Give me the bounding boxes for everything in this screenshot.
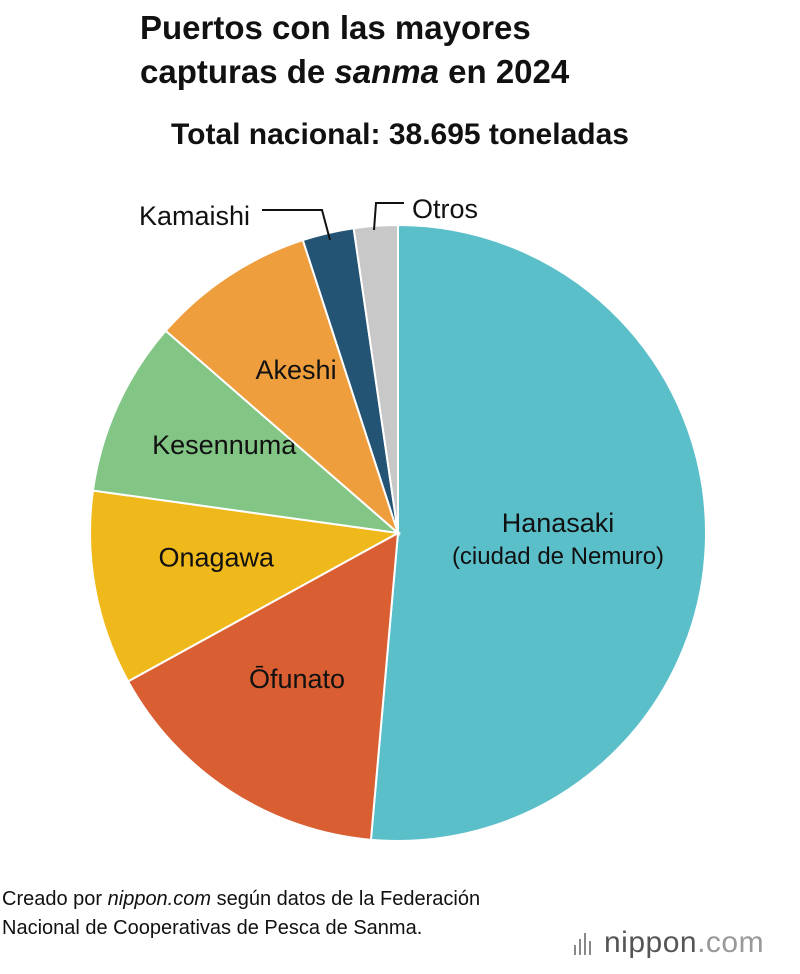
pie-slice-kesennuma <box>91 329 402 535</box>
logo-suffix: .com <box>697 926 765 959</box>
chart-subtitle: Total nacional: 38.695 toneladas <box>171 118 629 151</box>
callout-line-kamaishi <box>262 209 331 241</box>
title-italic-sanma: sanma <box>334 53 439 90</box>
slice-label-otros: Otros <box>412 194 478 224</box>
logo-name: nippon <box>604 926 698 959</box>
slice-label-akeshi: Akeshi <box>256 355 337 385</box>
callout-line-otros <box>373 202 404 231</box>
pie-slice-akeshi <box>164 238 401 537</box>
source-note: Creado por nippon.com según datos de la … <box>2 885 542 943</box>
chart-title: Puertos con las mayores capturas de sanm… <box>140 6 569 94</box>
slice-label-kamaishi: Kamaishi <box>139 201 250 231</box>
slice-sublabel-hanasaki: (ciudad de Nemuro) <box>452 543 664 570</box>
pie-slice-hanasaki <box>369 223 707 842</box>
title-line-2: capturas de sanma en 2024 <box>140 50 569 94</box>
slice-label-onagawa: Onagawa <box>158 542 275 572</box>
slice-label-kesennuma: Kesennuma <box>152 430 297 460</box>
source-note-site: nippon.com <box>107 888 212 910</box>
title-line-2-pre: capturas de <box>140 53 335 90</box>
source-note-post: según datos de la Federación Nacional de… <box>2 888 481 939</box>
source-note-pre: Creado por <box>2 888 108 910</box>
slice-label-ofunato: Ōfunato <box>249 664 345 694</box>
pie-slice-otros <box>352 223 399 534</box>
slice-label-hanasaki: Hanasaki <box>502 508 615 538</box>
nippon-logo: nippon.com <box>574 926 764 960</box>
pie-slice-ofunato <box>126 531 400 841</box>
pie-slice-onagawa <box>89 489 402 683</box>
logo-bars-icon <box>574 931 596 955</box>
title-line-1: Puertos con las mayores <box>140 9 531 46</box>
title-line-2-post: en 2024 <box>438 53 570 90</box>
